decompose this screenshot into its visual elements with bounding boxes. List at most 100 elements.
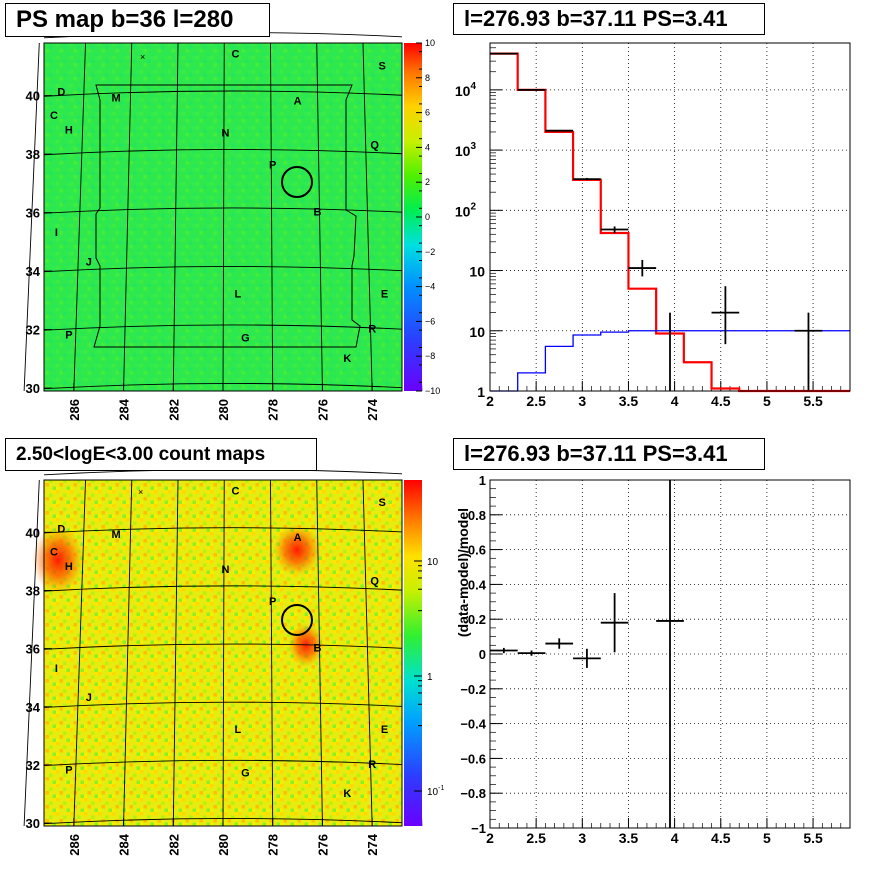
colorbar-tick-label: 4 <box>425 142 430 152</box>
count-map-target-circle <box>281 604 313 636</box>
x-tick-label: 3 <box>578 393 586 409</box>
map-parallel <box>43 701 403 708</box>
map-meridian <box>316 42 323 392</box>
map-meridian <box>172 42 179 392</box>
count-map-hotspot-a <box>273 524 321 576</box>
map-parallel <box>43 207 403 214</box>
source-label: G <box>241 332 250 344</box>
count-map-cross-marker: × <box>138 487 143 497</box>
y-tick-label: 103 <box>455 141 477 159</box>
colorbar-tick-label: −10 <box>425 386 440 396</box>
map-y-tick-label: 30 <box>26 816 40 831</box>
source-label: A <box>294 95 302 107</box>
ps-map-target-circle <box>281 166 313 198</box>
source-label: L <box>235 724 242 736</box>
map-y-tick-label: 38 <box>26 147 40 162</box>
colorbar-tick-label: 10-1 <box>427 785 444 798</box>
x-tick-label: 5.5 <box>803 830 823 846</box>
x-tick-label: 2 <box>486 830 494 846</box>
source-label: S <box>378 497 385 509</box>
source-label: L <box>235 288 242 300</box>
residual-panel: 2 2.5 3 3.5 4 4.5 5 5.5 1 0.8 0.6 0.4 0.2 0 −0.2 −0.4 −0… <box>455 473 851 846</box>
plot-frame <box>489 479 851 829</box>
source-label: M <box>112 529 121 541</box>
source-label: E <box>381 288 388 300</box>
source-label: A <box>294 532 302 544</box>
map-x-tick-label: 274 <box>365 833 380 855</box>
colorbar-tick-label: 1 <box>427 672 433 683</box>
map-parallel <box>43 643 403 650</box>
y-tick-label: −0.6 <box>460 751 486 766</box>
map-y-tick-label: 34 <box>26 264 41 279</box>
colorbar-tick-label: 8 <box>425 73 430 83</box>
source-label: I <box>55 227 58 239</box>
map-meridian <box>23 479 40 827</box>
x-tick-label: 4 <box>671 393 679 409</box>
source-label: B <box>313 643 321 655</box>
y-tick-label: −0.8 <box>460 786 486 801</box>
x-tick-label: 4.5 <box>711 393 731 409</box>
source-label: J <box>86 256 92 268</box>
source-label: J <box>86 692 92 704</box>
ps-map-colorbar <box>404 43 422 391</box>
map-y-tick-label: 40 <box>26 89 40 104</box>
spectrum-panel: 2 2.5 3 3.5 4 4.5 5 5.5 104 103 102 10 10 1 <box>455 42 851 409</box>
source-label: M <box>112 92 121 104</box>
map-parallel <box>43 324 403 331</box>
map-x-tick-label: 284 <box>117 833 132 855</box>
map-x-tick-label: 278 <box>266 834 281 856</box>
map-x-tick-label: 276 <box>315 399 330 421</box>
y-tick-label: 1 <box>479 473 486 488</box>
map-meridian <box>270 479 274 827</box>
source-label: R <box>368 759 376 771</box>
source-label: B <box>313 207 321 219</box>
x-tick-label: 5.5 <box>803 393 823 409</box>
source-label: Q <box>370 576 379 588</box>
map-x-tick-label: 286 <box>67 399 82 421</box>
x-tick-label: 2.5 <box>526 830 546 846</box>
source-label: H <box>65 125 73 137</box>
y-tick-label: 0 <box>479 647 486 662</box>
count-map-hotspot-d <box>32 526 84 594</box>
x-tick-label: 2 <box>486 393 494 409</box>
y-tick-label: 10 <box>469 264 485 280</box>
map-parallel <box>43 527 403 534</box>
count-map-title: 2.50<logE<3.00 count maps <box>5 438 317 471</box>
background-histogram <box>490 330 850 392</box>
map-meridian <box>316 479 323 827</box>
ps-map-axes: 286 284 282 280 278 276 274 40 38 36 34 32 30 <box>26 89 381 421</box>
y-tick-label: 104 <box>455 81 477 99</box>
map-parallel <box>43 149 403 156</box>
map-parallel <box>43 90 403 97</box>
source-label: S <box>378 60 385 72</box>
ps-map-cross-marker: × <box>140 52 145 62</box>
colorbar-tick-label: −6 <box>425 316 435 326</box>
colorbar-tick-label: 0 <box>425 212 430 222</box>
y-tick-label: 0.8 <box>468 508 486 523</box>
x-tick-label: 4.5 <box>711 830 731 846</box>
plot-frame <box>489 42 851 392</box>
colorbar-tick-label: −4 <box>425 282 435 292</box>
source-label: C <box>231 49 239 61</box>
source-label: G <box>241 768 250 780</box>
source-label: D <box>57 87 65 99</box>
x-tick-label: 2.5 <box>526 393 546 409</box>
map-meridian <box>23 42 40 392</box>
map-x-tick-label: 274 <box>365 398 380 420</box>
source-label: Q <box>370 139 379 151</box>
spectrum-title: l=276.93 b=37.11 PS=3.41 <box>453 3 765 35</box>
map-parallel <box>43 759 403 767</box>
map-y-tick-label: 32 <box>26 323 40 338</box>
source-label: P <box>269 596 276 608</box>
map-x-tick-label: 282 <box>166 399 181 421</box>
y-tick-label: −0.2 <box>460 682 486 697</box>
count-map-axes: 286 284 282 280 278 276 274 40 38 36 34 32 30 <box>26 525 381 855</box>
map-meridian <box>172 479 179 827</box>
source-label: K <box>343 788 351 800</box>
source-label: I <box>55 663 58 675</box>
map-y-tick-label: 36 <box>26 642 40 657</box>
